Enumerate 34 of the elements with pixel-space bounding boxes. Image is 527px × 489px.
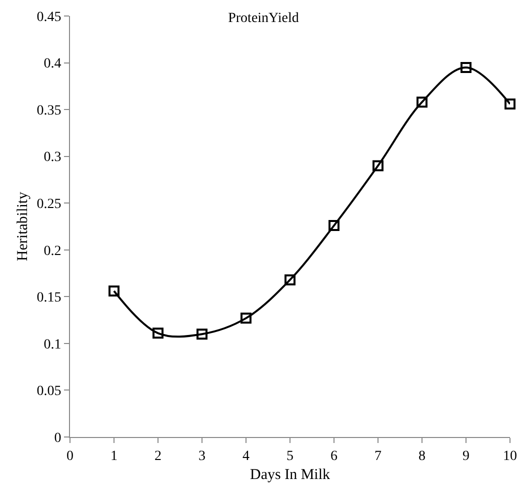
x-tick-label: 8 — [418, 448, 426, 464]
x-tick-label: 2 — [154, 448, 162, 464]
point — [284, 274, 296, 286]
y-tick-label: 0.3 — [44, 150, 62, 166]
x-tick-label: 0 — [66, 448, 74, 464]
point — [196, 328, 208, 340]
y-tick-label: 0.35 — [36, 103, 62, 118]
y-tick-label: 0.1 — [44, 337, 62, 352]
point — [372, 160, 384, 172]
y-tick-label: 0.25 — [36, 197, 62, 212]
point — [152, 328, 164, 339]
point — [460, 62, 472, 73]
y-tick-label: 0 — [54, 430, 62, 446]
point — [240, 312, 252, 324]
x-tick-label: 1 — [110, 448, 118, 464]
x-tick-label: 5 — [286, 448, 294, 464]
x-tick-label: 4 — [242, 448, 250, 464]
point — [108, 286, 120, 297]
y-tick-label: 0.45 — [36, 10, 62, 25]
y-axis-title: Heritability — [14, 191, 31, 262]
chart-title: ProteinYield — [228, 11, 299, 26]
point — [328, 220, 340, 232]
y-tick-label: 0.15 — [36, 290, 62, 306]
x-tick-label: 10 — [503, 448, 517, 464]
x-axis-title: Days In Milk — [250, 466, 330, 483]
y-tick-label: 0.05 — [36, 384, 62, 400]
point — [416, 96, 428, 108]
x-tick-label: 9 — [462, 448, 470, 464]
x-tick-label: 3 — [198, 448, 206, 464]
y-tick-label: 0.4 — [44, 56, 62, 72]
y-tick-label: 0.2 — [44, 244, 62, 259]
point — [504, 98, 516, 110]
x-tick-label: 7 — [374, 448, 382, 464]
x-tick-label: 6 — [330, 448, 338, 464]
